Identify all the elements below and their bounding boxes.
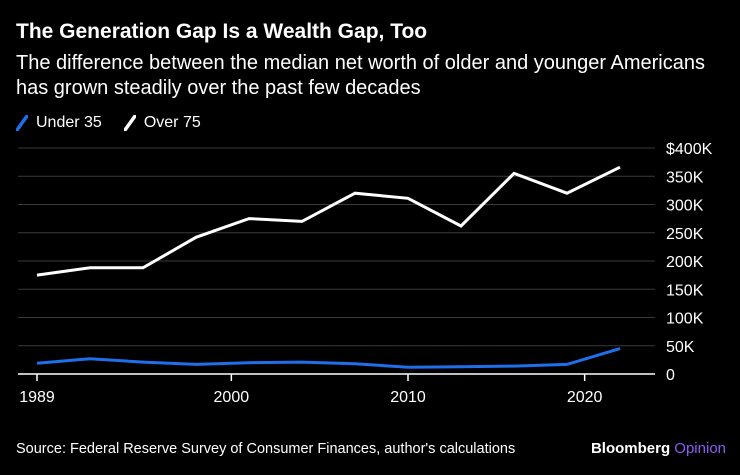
brand-primary: Bloomberg — [590, 440, 671, 457]
x-tick-label: 2000 — [214, 389, 250, 406]
legend-item-under-35: Under 35 — [16, 114, 102, 132]
legend-label-over-75: Over 75 — [143, 114, 201, 131]
legend-item-over-75: Over 75 — [123, 114, 201, 132]
y-tick-label: 50K — [666, 339, 695, 356]
y-axis-ticks: 0 50K 100K 150K 200K 250K 300K 350K $400K — [666, 141, 713, 384]
chart-subtitle: The difference between the median net wo… — [16, 52, 705, 99]
y-tick-label: 0 — [666, 367, 675, 384]
y-tick-label: 250K — [666, 226, 704, 243]
series-line-under-35 — [36, 347, 621, 369]
legend-label-under-35: Under 35 — [36, 114, 102, 131]
series-lines — [36, 165, 621, 369]
legend-swatch-over-75 — [123, 115, 136, 131]
legend-swatch-under-35 — [16, 115, 28, 131]
x-tick-label: 2010 — [390, 389, 426, 406]
series-line-over-75 — [36, 165, 621, 277]
x-axis-ticks: 1989 2000 2010 2020 — [19, 374, 603, 406]
legend: Under 35 Over 75 — [16, 114, 223, 132]
y-tick-label: 350K — [666, 169, 704, 186]
y-tick-label: 200K — [666, 254, 704, 271]
brand-logo: Bloomberg Opinion — [591, 440, 726, 457]
x-tick-label: 1989 — [19, 389, 55, 406]
y-tick-label: 150K — [666, 282, 704, 299]
y-tick-label: 300K — [666, 198, 704, 215]
x-tick-label: 2020 — [567, 389, 603, 406]
chart-title: The Generation Gap Is a Wealth Gap, Too — [16, 20, 428, 43]
grid-lines — [18, 147, 655, 375]
y-tick-label: $400K — [666, 141, 713, 158]
y-tick-label: 100K — [666, 311, 704, 328]
source-note: Source: Federal Reserve Survey of Consum… — [16, 441, 516, 457]
brand-secondary: Opinion — [674, 440, 726, 457]
